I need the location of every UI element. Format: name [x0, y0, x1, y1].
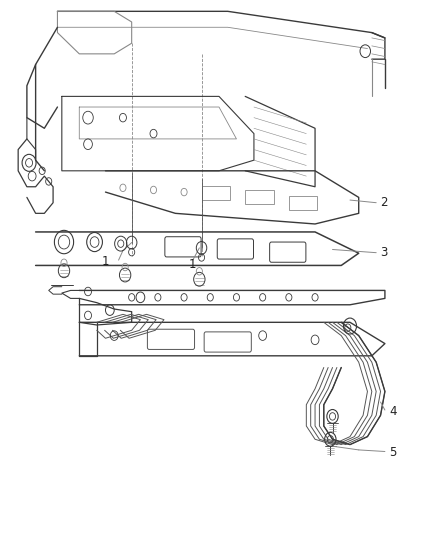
Text: 4: 4: [389, 405, 397, 417]
Bar: [201, 186, 230, 199]
Text: 5: 5: [389, 446, 397, 459]
Text: 3: 3: [381, 246, 388, 259]
Text: 1: 1: [189, 258, 197, 271]
Text: 2: 2: [381, 196, 388, 209]
Text: 1: 1: [102, 255, 109, 268]
Bar: [289, 196, 317, 209]
Bar: [245, 190, 274, 204]
